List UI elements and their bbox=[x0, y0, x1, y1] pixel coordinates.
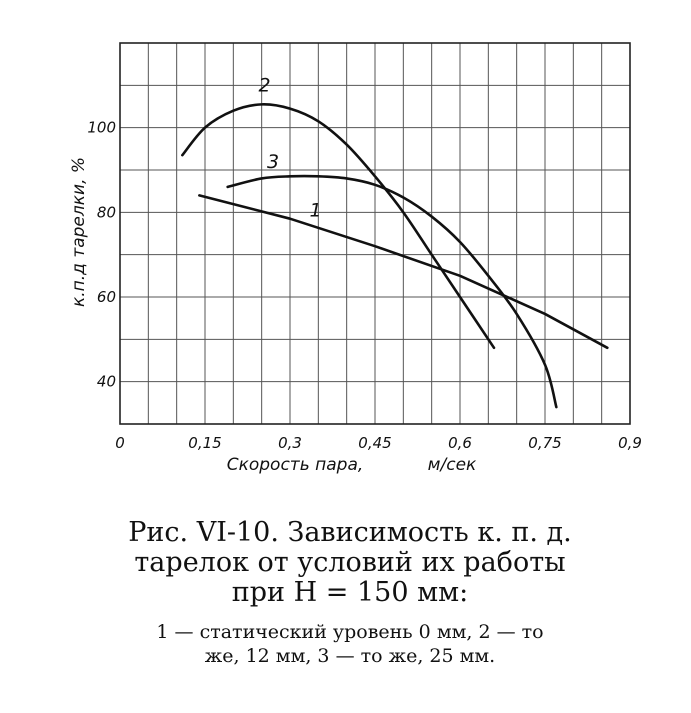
series-layer bbox=[181, 103, 609, 409]
series-line-3 bbox=[226, 174, 558, 409]
efficiency-chart: 0 0,15 0,3 0,45 0,6 0,75 0,9 40 60 80 100 к.п.д та… bbox=[69, 42, 642, 475]
y-tick-label: 60 bbox=[97, 288, 116, 306]
curve-label-2: 2 bbox=[258, 75, 270, 97]
chart-grid bbox=[120, 43, 630, 424]
y-tick-label: 40 bbox=[97, 373, 116, 391]
x-axis-unit: м/сек bbox=[428, 455, 477, 475]
figure-caption-legend: 1 — статический уровень 0 мм, 2 — то же,… bbox=[60, 620, 640, 668]
x-tick-label: 0,45 bbox=[358, 434, 391, 452]
curve-label-layer: 1 2 3 bbox=[258, 75, 321, 222]
x-tick-label: 0,3 bbox=[278, 434, 302, 452]
caption-note-line-1: 1 — статический уровень 0 мм, 2 — то bbox=[156, 621, 544, 643]
caption-line-2: тарелок от условий их работы bbox=[134, 547, 566, 578]
tick-label-layer: 0 0,15 0,3 0,45 0,6 0,75 0,9 40 60 80 100 bbox=[87, 119, 642, 452]
x-tick-label: 0,75 bbox=[528, 434, 561, 452]
y-axis-label: к.п.д тарелки, % bbox=[69, 157, 89, 307]
figure-caption-title: Рис. VI-10. Зависимость к. п. д. тарелок… bbox=[60, 518, 640, 608]
caption-line-3: при H = 150 мм: bbox=[231, 577, 469, 608]
caption-line-1: Рис. VI-10. Зависимость к. п. д. bbox=[128, 517, 572, 548]
caption-note-line-2: же, 12 мм, 3 — то же, 25 мм. bbox=[204, 645, 496, 667]
x-tick-label: 0,15 bbox=[188, 434, 221, 452]
plot-frame bbox=[119, 42, 631, 425]
x-axis-label: Скорость пара, bbox=[227, 455, 364, 475]
x-tick-label: 0,6 bbox=[448, 434, 472, 452]
curve-label-3: 3 bbox=[267, 151, 279, 173]
y-tick-label: 100 bbox=[87, 119, 116, 137]
series-line-2 bbox=[181, 103, 496, 350]
curve-label-1: 1 bbox=[309, 200, 321, 222]
x-tick-label: 0,9 bbox=[618, 434, 642, 452]
x-tick-label: 0 bbox=[115, 434, 125, 452]
y-tick-label: 80 bbox=[97, 203, 116, 221]
series-line-1 bbox=[198, 194, 609, 350]
